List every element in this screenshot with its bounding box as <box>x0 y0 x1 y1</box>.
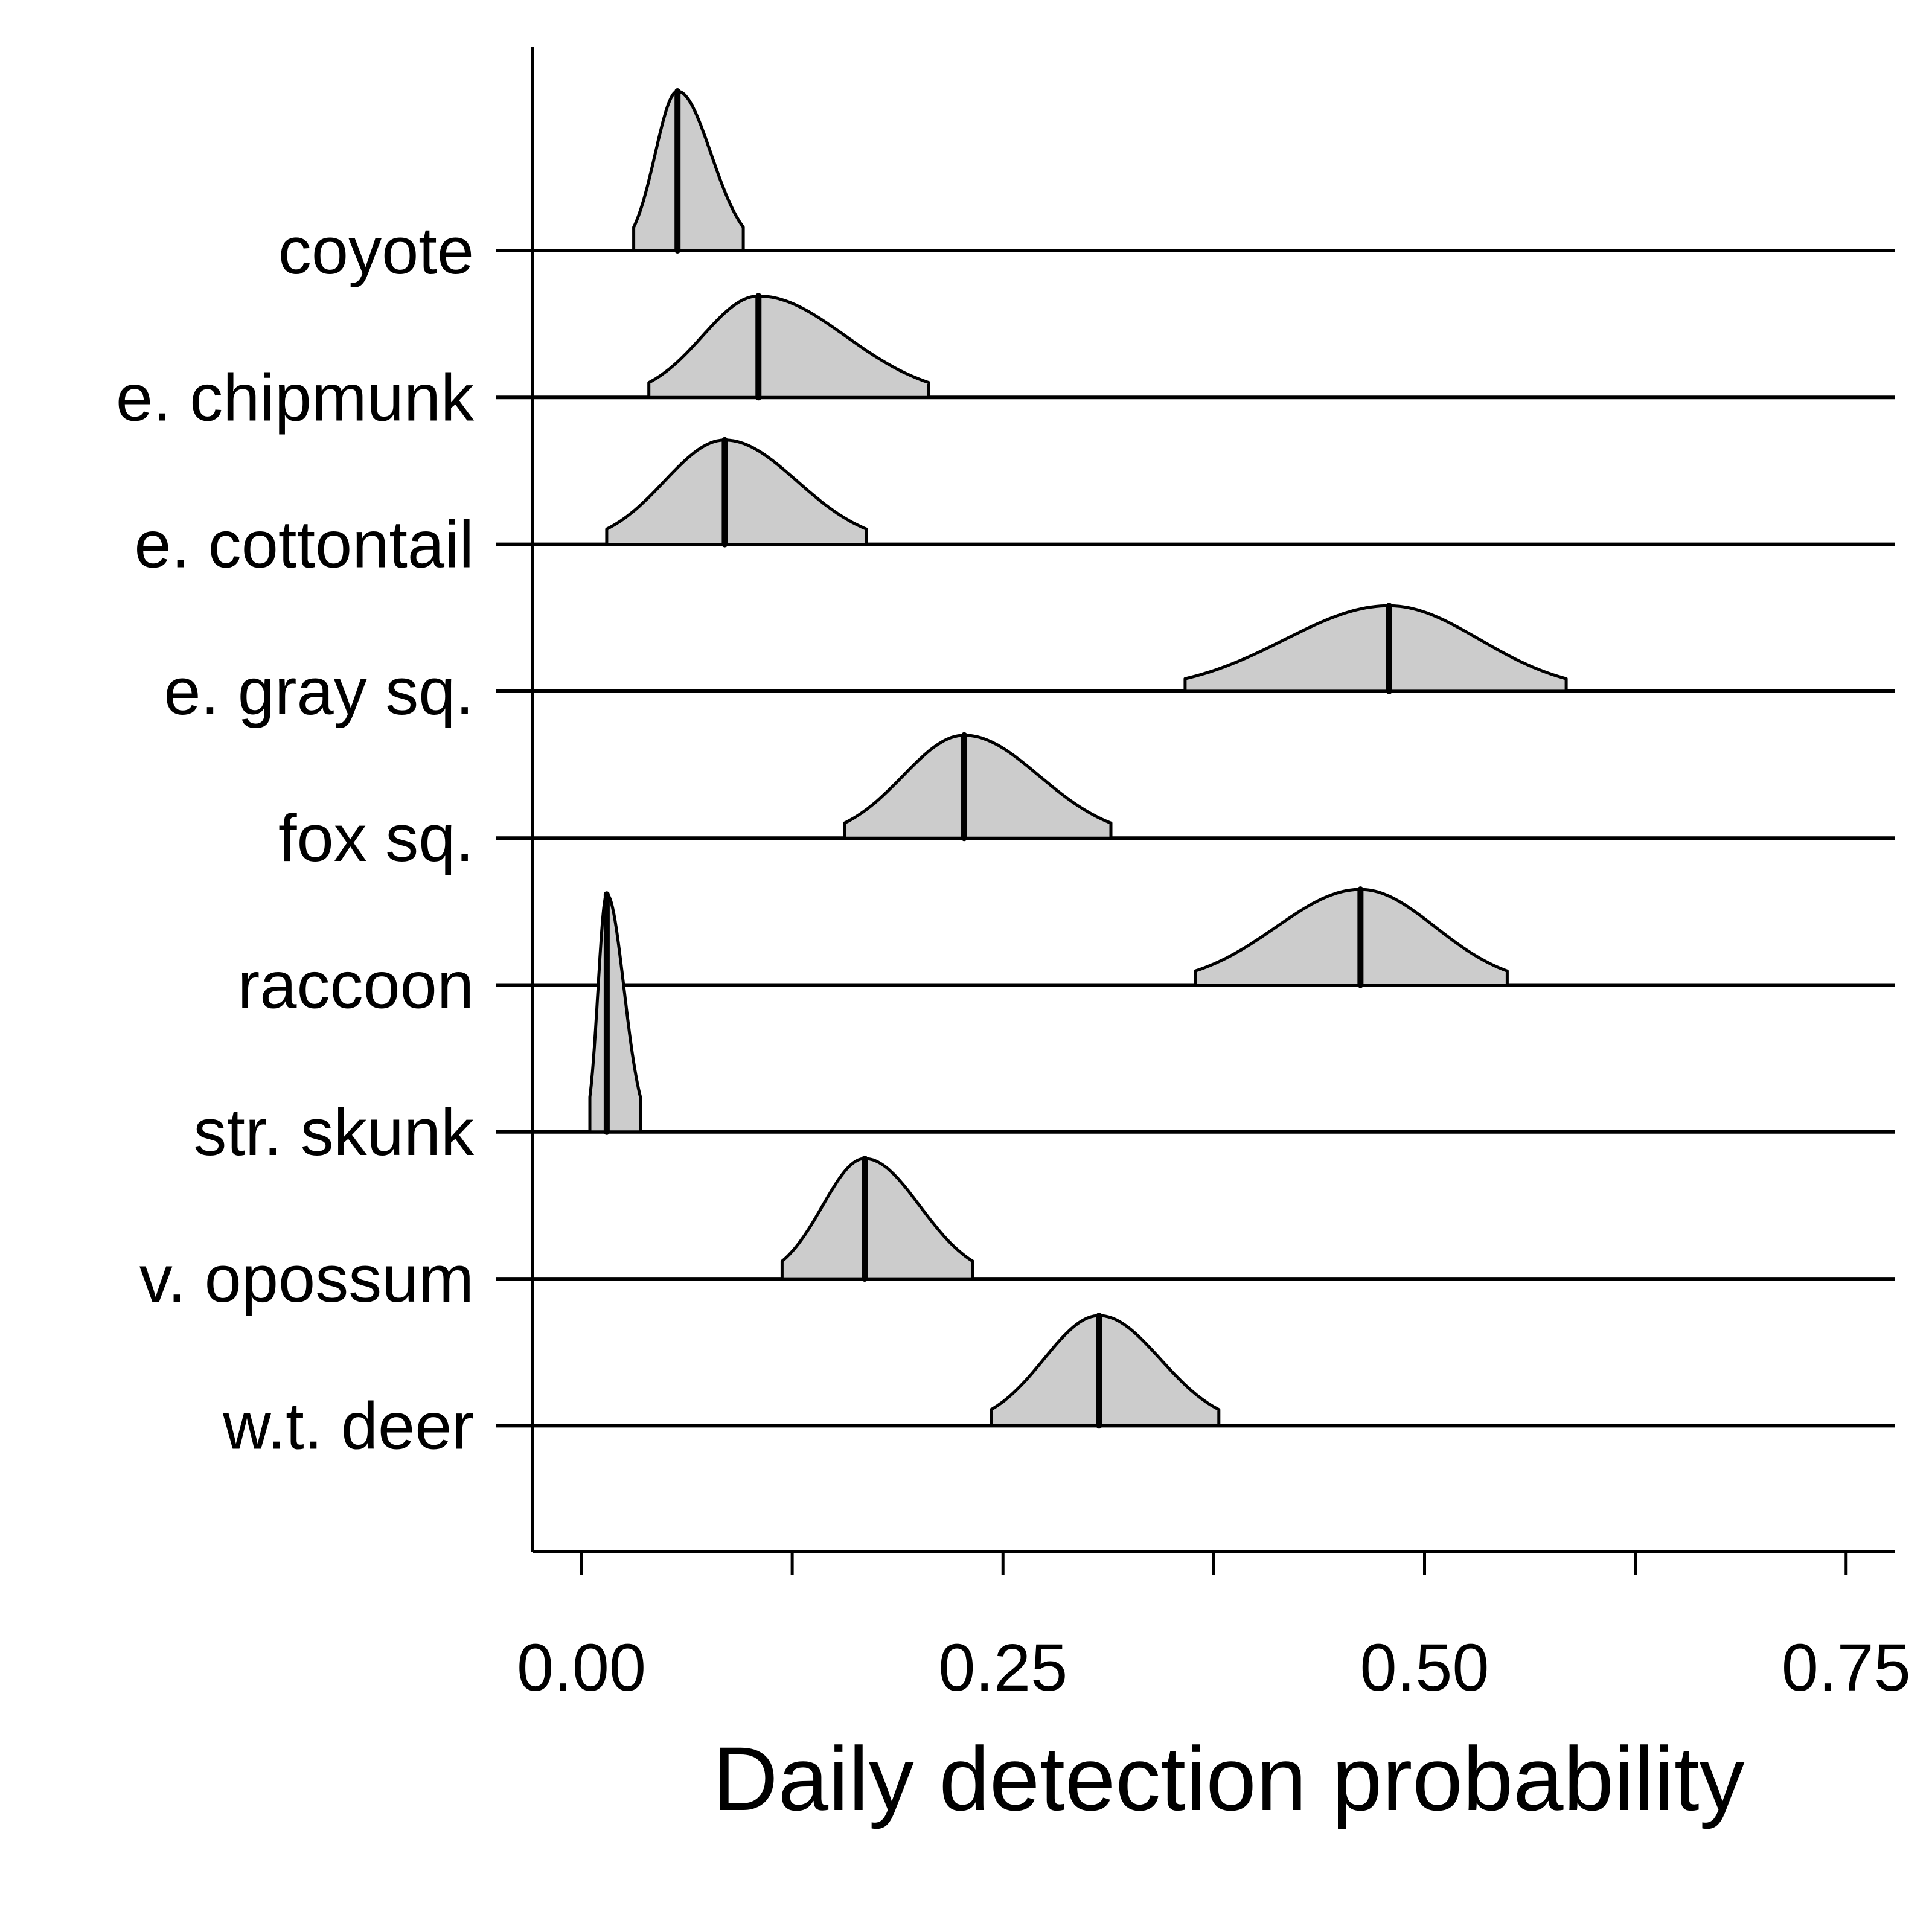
ridge-raccoon: raccoon <box>238 886 1895 1023</box>
category-label: str. skunk <box>193 1095 475 1169</box>
x-tick-label: 0.50 <box>1360 1631 1489 1705</box>
ridge-str-skunk: str. skunk <box>193 891 1895 1169</box>
ridge-e-cottontail: e. cottontail <box>134 437 1895 582</box>
category-label: v. opossum <box>139 1242 474 1316</box>
density-area <box>588 892 642 1134</box>
category-label: fox sq. <box>278 801 474 875</box>
density-area <box>1194 888 1509 987</box>
x-tick-label: 0.00 <box>517 1631 646 1705</box>
ridge-fox-sq: fox sq. <box>278 732 1895 875</box>
category-label: e. cottontail <box>134 508 474 582</box>
category-label: e. chipmunk <box>116 360 475 435</box>
ridge-e-gray-sq: e. gray sq. <box>164 603 1895 729</box>
x-ticks-group: 0.00 0.25 0.50 0.75 <box>517 1552 1911 1705</box>
category-label: w.t. deer <box>222 1389 474 1463</box>
ridge-coyote: coyote <box>278 88 1895 288</box>
ridge-w-t-deer: w.t. deer <box>222 1313 1895 1463</box>
ridge-v-opossum: v. opossum <box>139 1155 1895 1316</box>
category-label: raccoon <box>238 948 474 1023</box>
ridge-e-chipmunk: e. chipmunk <box>116 293 1895 435</box>
category-label: coyote <box>278 214 474 288</box>
x-tick-label: 0.75 <box>1782 1631 1911 1705</box>
density-area <box>647 294 930 399</box>
density-area <box>632 89 745 252</box>
category-label: e. gray sq. <box>164 654 474 729</box>
density-area <box>990 1314 1221 1427</box>
x-axis-title: Daily detection probability <box>712 1728 1744 1829</box>
density-area <box>1183 604 1568 693</box>
x-tick-label: 0.25 <box>938 1631 1067 1705</box>
density-area <box>605 438 868 546</box>
density-area <box>843 734 1113 840</box>
ridges-group: coyote e. chipmunk e. cottontail e. gray sq… <box>116 88 1895 1463</box>
density-area <box>780 1157 974 1281</box>
